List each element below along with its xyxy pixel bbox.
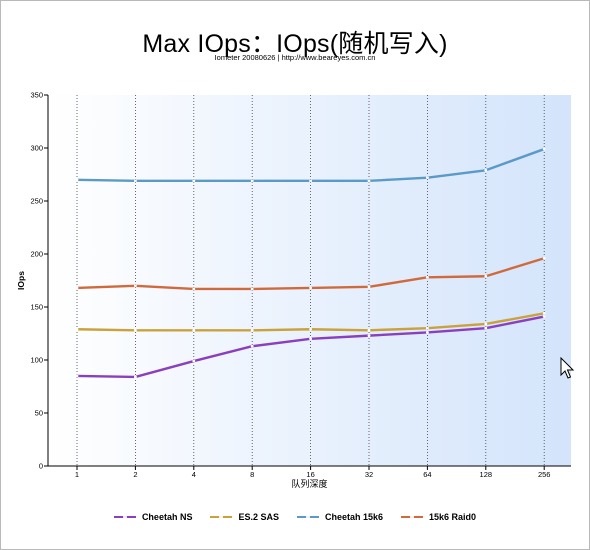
legend-item: Cheetah NS <box>113 512 193 522</box>
data-point <box>484 274 488 278</box>
x-axis-title: 队列深度 <box>291 478 327 489</box>
data-point <box>134 328 137 332</box>
data-point <box>250 287 254 291</box>
data-point <box>250 344 254 348</box>
chart-subtitle: Iometer 20080626 | http://www.beareyes.c… <box>214 53 376 62</box>
tick-labels: 0 50 100 150 200 250 300 350 1 2 4 8 16 32 64 128 256 <box>30 91 550 480</box>
data-point <box>367 179 371 183</box>
data-point <box>426 275 429 279</box>
y-axis-title: IOps <box>16 271 26 290</box>
legend-swatch <box>296 515 319 519</box>
legend-label: Cheetah NS <box>141 512 193 522</box>
series-15k6-raid0 <box>75 256 546 291</box>
data-point <box>542 256 546 260</box>
grid-lines <box>76 95 545 466</box>
x-tick-label: 1 <box>75 470 79 479</box>
data-point <box>309 337 312 341</box>
y-tick-label: 200 <box>30 250 43 259</box>
data-point <box>367 328 371 332</box>
y-tick-label: 0 <box>39 462 43 471</box>
mouse-pointer-icon <box>560 357 575 379</box>
series-cheetah-ns <box>75 315 546 379</box>
series-es-2-sas <box>75 311 546 332</box>
data-point <box>75 178 79 182</box>
data-point <box>426 326 429 330</box>
series-cheetah-15k6 <box>75 147 546 183</box>
legend-swatch <box>401 515 424 519</box>
data-point <box>367 334 371 338</box>
data-point <box>192 359 196 363</box>
legend-swatch <box>210 515 233 519</box>
data-point <box>367 285 371 289</box>
legend-label: Cheetah 15k6 <box>324 512 384 522</box>
axes <box>44 94 571 470</box>
x-tick-label: 16 <box>306 470 314 479</box>
data-point <box>192 179 196 183</box>
data-point <box>542 311 546 315</box>
y-tick-label: 300 <box>30 144 43 153</box>
y-tick-label: 250 <box>30 197 43 206</box>
data-point <box>134 284 137 288</box>
data-point <box>75 327 79 331</box>
x-tick-label: 32 <box>365 470 373 479</box>
y-tick-label: 50 <box>35 409 43 418</box>
legend-label: ES.2 SAS <box>238 512 279 522</box>
data-point <box>426 176 429 180</box>
x-tick-label: 2 <box>133 470 137 479</box>
data-point <box>75 286 79 290</box>
y-tick-label: 350 <box>30 91 43 100</box>
data-point <box>542 147 546 151</box>
data-point <box>192 328 196 332</box>
x-tick-label: 8 <box>250 470 254 479</box>
plot-area <box>48 95 571 466</box>
data-point <box>75 374 79 378</box>
legend-item: 15k6 Raid0 <box>401 512 476 522</box>
data-point <box>309 327 312 331</box>
data-point <box>426 331 429 334</box>
legend-swatch <box>113 515 136 519</box>
x-tick-label: 4 <box>192 470 196 479</box>
x-tick-label: 128 <box>480 470 493 479</box>
data-point <box>134 375 137 379</box>
y-tick-label: 100 <box>30 356 43 365</box>
data-point <box>309 179 312 183</box>
data-point <box>484 322 488 326</box>
data-point <box>542 315 546 318</box>
x-tick-label: 256 <box>538 470 551 479</box>
data-point <box>484 326 488 330</box>
chart-title: Max IOps：IOps(随机写入) <box>142 30 448 58</box>
y-tick-label: 150 <box>30 303 43 312</box>
data-point <box>250 179 254 183</box>
data-point <box>192 287 196 291</box>
legend: Cheetah NS ES.2 SAS Cheetah 15k6 15k6 Raid0 <box>0 510 590 524</box>
legend-item: Cheetah 15k6 <box>296 512 384 522</box>
x-tick-label: 64 <box>423 470 431 479</box>
data-point <box>250 328 254 332</box>
legend-label: 15k6 Raid0 <box>429 512 477 522</box>
series-lines <box>75 147 546 379</box>
legend-item: ES.2 SAS <box>210 512 279 522</box>
data-point <box>309 286 312 290</box>
data-point <box>134 179 137 183</box>
data-point <box>484 168 488 172</box>
